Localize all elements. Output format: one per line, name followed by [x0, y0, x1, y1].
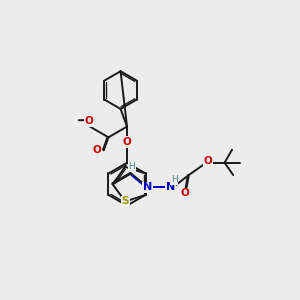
Text: H: H: [171, 175, 178, 184]
Text: N: N: [143, 182, 152, 192]
Text: O: O: [123, 137, 131, 147]
Text: O: O: [203, 156, 212, 166]
Text: O: O: [84, 116, 93, 126]
Text: N: N: [166, 182, 175, 192]
Text: H: H: [128, 162, 135, 171]
Text: S: S: [122, 196, 129, 206]
Text: O: O: [93, 146, 102, 155]
Text: O: O: [181, 188, 189, 198]
